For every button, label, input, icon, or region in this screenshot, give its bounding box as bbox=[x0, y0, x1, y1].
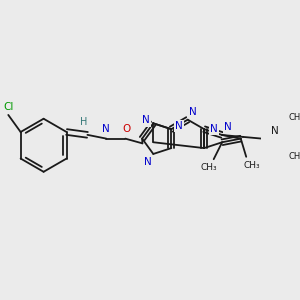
Text: N: N bbox=[189, 107, 196, 117]
Text: H: H bbox=[80, 117, 87, 127]
Text: N: N bbox=[144, 157, 152, 166]
Text: N: N bbox=[210, 124, 218, 134]
Text: CH₃: CH₃ bbox=[288, 112, 300, 122]
Text: N: N bbox=[272, 126, 279, 136]
Text: CH₃: CH₃ bbox=[201, 163, 217, 172]
Text: N: N bbox=[175, 121, 183, 131]
Text: N: N bbox=[103, 124, 110, 134]
Text: O: O bbox=[122, 124, 130, 134]
Text: CH₃: CH₃ bbox=[288, 152, 300, 161]
Text: N: N bbox=[224, 122, 232, 132]
Text: N: N bbox=[142, 116, 150, 125]
Text: Cl: Cl bbox=[3, 102, 13, 112]
Text: CH₃: CH₃ bbox=[244, 161, 260, 170]
